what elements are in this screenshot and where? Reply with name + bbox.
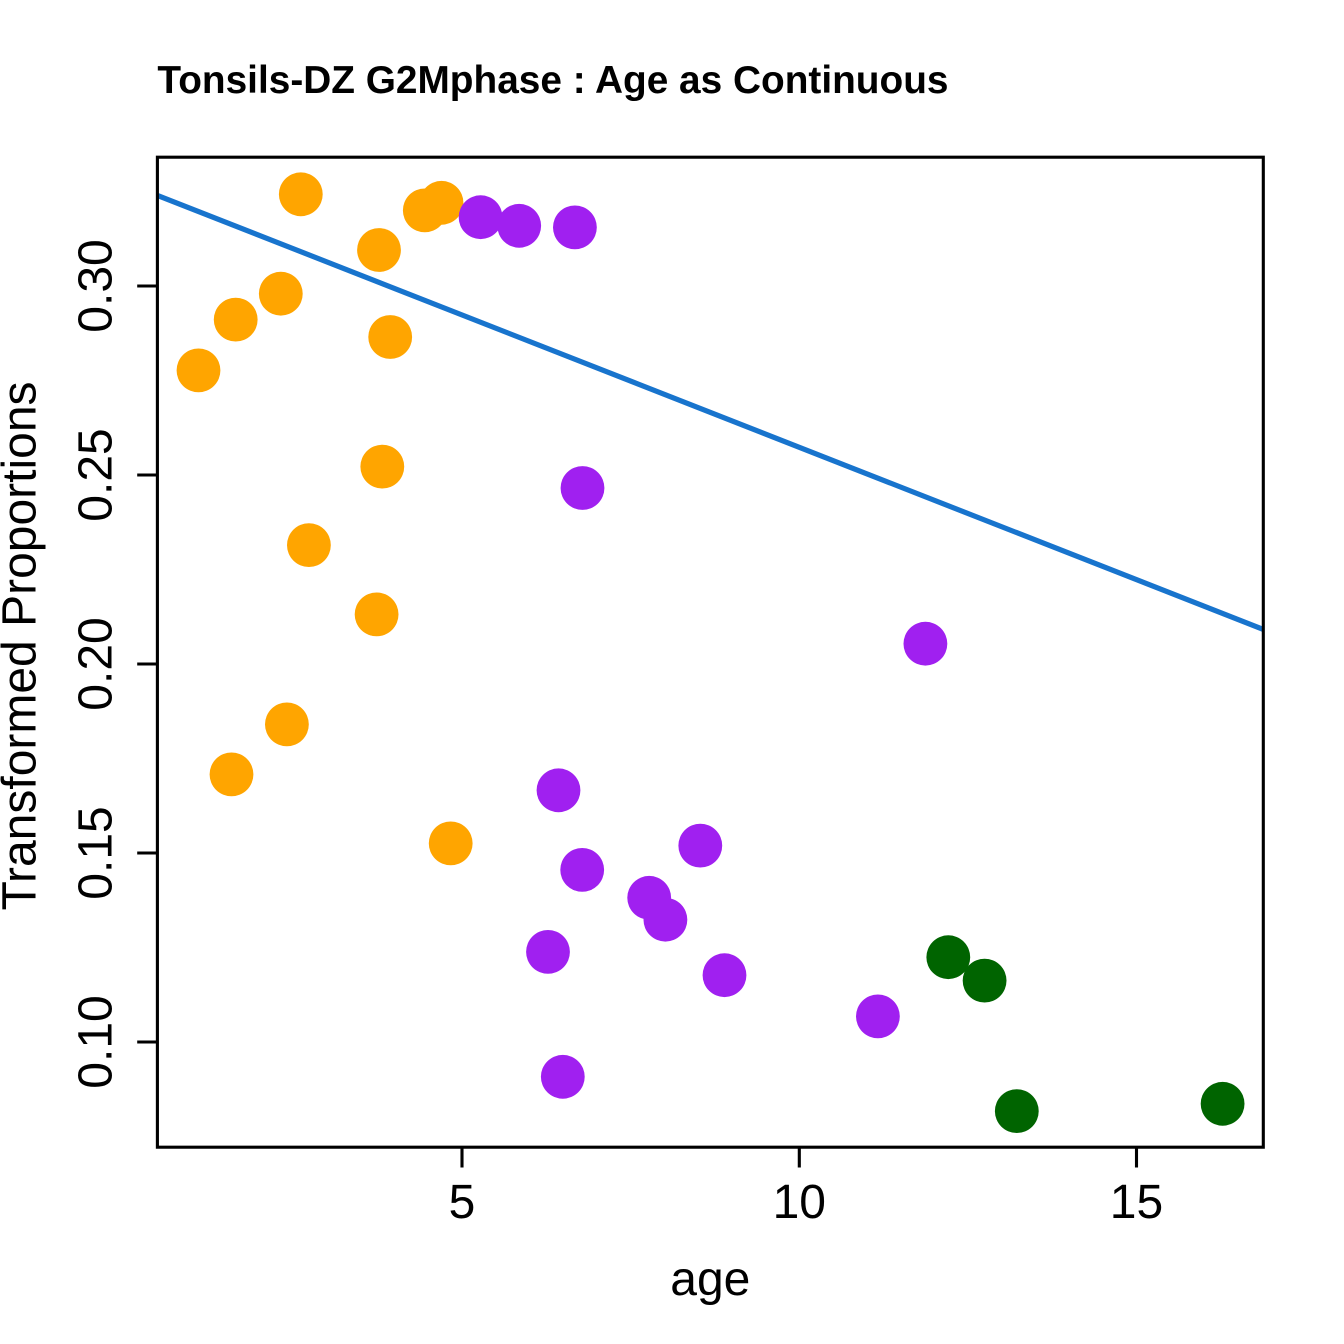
svg-text:Transformed Proportions: Transformed Proportions bbox=[0, 381, 47, 910]
svg-text:0.15: 0.15 bbox=[70, 806, 123, 899]
svg-text:Tonsils-DZ G2Mphase : Age as C: Tonsils-DZ G2Mphase : Age as Continuous bbox=[157, 59, 948, 102]
svg-text:5: 5 bbox=[449, 1176, 476, 1229]
svg-text:0.10: 0.10 bbox=[70, 995, 123, 1088]
svg-text:15: 15 bbox=[1110, 1176, 1163, 1229]
svg-text:0.20: 0.20 bbox=[70, 617, 123, 710]
svg-text:age: age bbox=[670, 1253, 750, 1306]
svg-text:0.25: 0.25 bbox=[70, 428, 123, 521]
svg-text:10: 10 bbox=[773, 1176, 826, 1229]
svg-text:0.30: 0.30 bbox=[70, 239, 123, 332]
